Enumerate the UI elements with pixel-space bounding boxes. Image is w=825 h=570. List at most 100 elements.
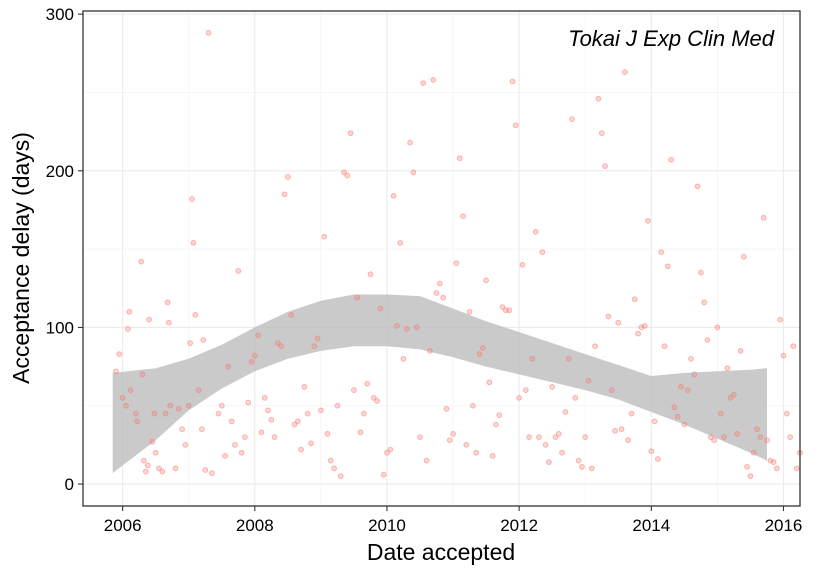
data-point [764, 437, 770, 444]
data-point [770, 459, 777, 465]
data-point [394, 323, 400, 329]
data-point [151, 410, 158, 417]
data-point [113, 368, 119, 375]
data-point [737, 348, 744, 354]
data-point [655, 456, 661, 462]
data-point [443, 406, 450, 412]
data-point [251, 352, 258, 359]
data-point [575, 457, 582, 464]
data-point [678, 384, 684, 390]
data-point [242, 434, 248, 440]
data-point [138, 258, 145, 265]
data-point [628, 410, 635, 417]
data-point [579, 463, 585, 470]
data-point [397, 239, 404, 246]
y-tick-label: 100 [46, 318, 74, 337]
data-point [436, 280, 443, 287]
data-point [255, 332, 261, 339]
y-tick-label: 0 [65, 475, 74, 494]
x-axis-title: Date accepted [367, 539, 515, 565]
x-tick-label: 2006 [104, 516, 142, 535]
data-point [140, 457, 147, 464]
data-point [144, 462, 151, 469]
data-point [701, 299, 708, 306]
data-point [298, 446, 304, 453]
data-point [268, 416, 275, 423]
data-point [187, 340, 193, 346]
data-point [565, 355, 572, 362]
data-point [189, 196, 195, 202]
data-point [658, 249, 665, 256]
data-point [205, 30, 212, 36]
data-point [334, 402, 341, 409]
data-point [403, 326, 410, 332]
data-point [318, 407, 324, 414]
data-point [377, 305, 384, 312]
data-point [308, 440, 314, 447]
axis-ticks: 2006 2008 2010 2012 2014 2016 0 100 200 300 [46, 5, 803, 535]
data-point [592, 343, 598, 350]
data-point [522, 387, 529, 393]
data-point [202, 467, 209, 473]
data-point [529, 355, 536, 362]
data-point [740, 254, 747, 260]
data-point [506, 307, 513, 314]
data-point [731, 391, 737, 398]
data-point [476, 351, 483, 357]
data-point [463, 442, 470, 448]
y-tick-label: 300 [46, 5, 74, 24]
data-point [215, 410, 222, 417]
data-point [648, 448, 655, 455]
data-point [152, 449, 159, 456]
data-point [588, 465, 595, 472]
data-point [754, 426, 760, 433]
data-point [582, 434, 589, 440]
data-point [175, 406, 182, 412]
data-point [674, 413, 681, 420]
data-point [281, 191, 288, 198]
data-point [479, 344, 486, 351]
x-tick-label: 2016 [765, 516, 803, 535]
data-point [446, 437, 453, 444]
data-point [724, 365, 731, 372]
data-point [777, 316, 784, 323]
data-point [516, 395, 522, 401]
data-point [146, 316, 152, 323]
data-point [142, 468, 149, 475]
x-tick-label: 2014 [632, 516, 670, 535]
data-point [192, 312, 199, 318]
data-point [367, 271, 374, 278]
data-point [344, 172, 351, 179]
y-tick-label: 200 [46, 162, 74, 181]
data-point [164, 299, 171, 306]
data-point [704, 337, 711, 343]
data-point [166, 319, 172, 326]
data-point [552, 434, 559, 440]
data-point [364, 380, 371, 387]
data-point [116, 351, 123, 357]
plot-background [83, 11, 800, 506]
data-point [519, 261, 526, 268]
data-point [483, 277, 489, 284]
data-point [179, 426, 185, 433]
data-point [555, 431, 562, 437]
data-point [721, 434, 727, 440]
data-point [126, 308, 133, 315]
data-point [598, 130, 605, 137]
data-point [440, 294, 447, 301]
data-point [615, 319, 622, 326]
y-axis-title: Acceptance delay (days) [8, 132, 34, 384]
data-point [783, 410, 790, 417]
data-point [374, 398, 380, 404]
data-point [278, 343, 285, 350]
data-point [605, 313, 612, 320]
data-point [311, 343, 318, 350]
data-point [427, 348, 433, 354]
data-point [559, 449, 565, 456]
data-point [734, 431, 741, 437]
data-point [694, 183, 701, 190]
chart-annotation: Tokai J Exp Clin Med [568, 26, 775, 51]
data-point [288, 312, 295, 318]
data-point [466, 308, 473, 315]
data-point [238, 449, 245, 456]
